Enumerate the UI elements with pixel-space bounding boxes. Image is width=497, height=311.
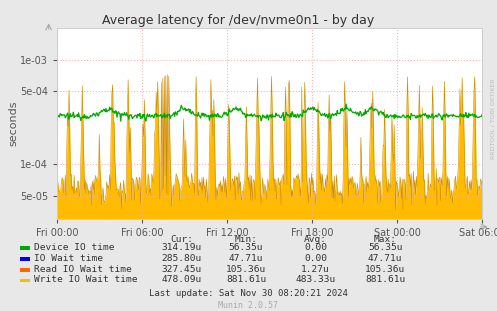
Text: Write IO Wait time: Write IO Wait time <box>34 276 137 284</box>
Text: 1.27u: 1.27u <box>301 265 330 273</box>
Text: 0.00: 0.00 <box>304 243 327 252</box>
Text: Max:: Max: <box>374 235 397 244</box>
Text: 105.36u: 105.36u <box>365 265 405 273</box>
Text: 56.35u: 56.35u <box>229 243 263 252</box>
Text: 483.33u: 483.33u <box>296 276 335 284</box>
Text: Last update: Sat Nov 30 08:20:21 2024: Last update: Sat Nov 30 08:20:21 2024 <box>149 290 348 298</box>
Text: 105.36u: 105.36u <box>226 265 266 273</box>
Text: RRDTOOL / TOBI OETIKER: RRDTOOL / TOBI OETIKER <box>490 78 495 159</box>
Text: 478.09u: 478.09u <box>162 276 201 284</box>
Text: 881.61u: 881.61u <box>365 276 405 284</box>
Text: IO Wait time: IO Wait time <box>34 254 103 262</box>
Text: Munin 2.0.57: Munin 2.0.57 <box>219 301 278 310</box>
Text: 881.61u: 881.61u <box>226 276 266 284</box>
Text: 56.35u: 56.35u <box>368 243 403 252</box>
Text: Read IO Wait time: Read IO Wait time <box>34 265 132 273</box>
Text: 0.00: 0.00 <box>304 254 327 262</box>
Text: Average latency for /dev/nvme0n1 - by day: Average latency for /dev/nvme0n1 - by da… <box>102 14 375 27</box>
Y-axis label: seconds: seconds <box>8 101 18 146</box>
Text: 47.71u: 47.71u <box>229 254 263 262</box>
Text: 47.71u: 47.71u <box>368 254 403 262</box>
Text: Device IO time: Device IO time <box>34 243 114 252</box>
Text: Min:: Min: <box>235 235 257 244</box>
Text: 314.19u: 314.19u <box>162 243 201 252</box>
Text: 285.80u: 285.80u <box>162 254 201 262</box>
Text: Cur:: Cur: <box>170 235 193 244</box>
Text: 327.45u: 327.45u <box>162 265 201 273</box>
Text: Avg:: Avg: <box>304 235 327 244</box>
